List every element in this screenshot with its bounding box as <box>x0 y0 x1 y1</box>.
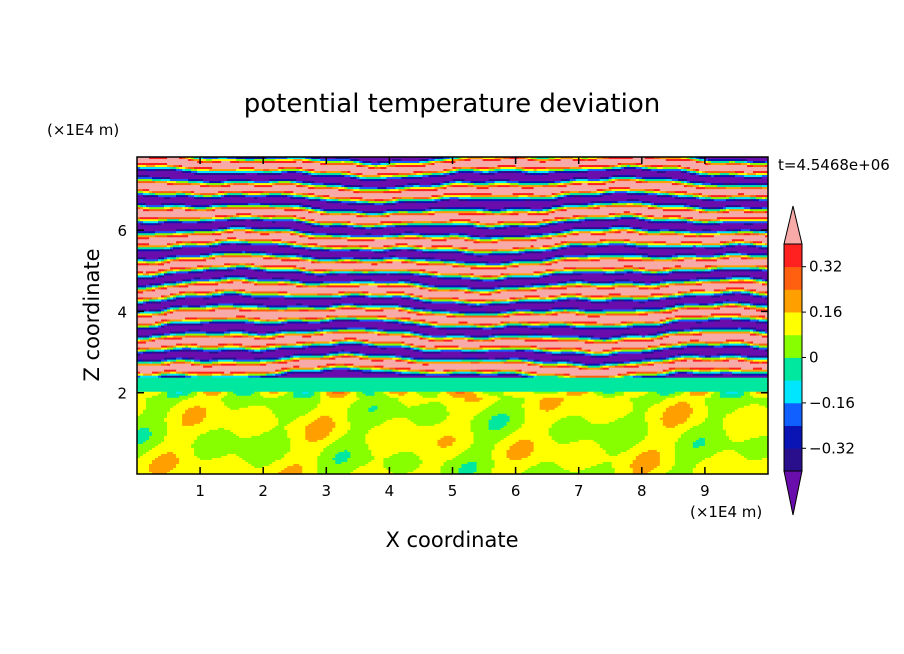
contour-field <box>137 157 768 474</box>
chart-title: potential temperature deviation <box>244 89 660 119</box>
colorbar-label: 0.32 <box>809 258 842 276</box>
y-tick-label: 2 <box>117 385 127 403</box>
colorbar-segment <box>784 289 802 313</box>
colorbar-label: 0.16 <box>809 303 842 321</box>
y-unit-label: (×1E4 m) <box>47 121 119 139</box>
colorbar-segment <box>784 334 802 358</box>
x-tick-label: 1 <box>195 482 205 500</box>
colorbar-segment <box>784 380 802 404</box>
x-tick-label: 3 <box>322 482 332 500</box>
x-tick-label: 8 <box>637 482 647 500</box>
colorbar-segment <box>784 244 802 268</box>
x-axis: 1 2 3 4 5 6 7 8 9 <box>195 157 710 500</box>
x-axis-title: X coordinate <box>385 528 518 552</box>
x-tick-label: 6 <box>511 482 521 500</box>
colorbar-segment <box>784 312 802 336</box>
x-tick-label: 2 <box>258 482 268 500</box>
time-label: t=4.5468e+06 <box>778 156 890 174</box>
y-tick-label: 6 <box>117 222 127 240</box>
colorbar-segment <box>784 425 802 449</box>
colorbar-label: −0.32 <box>809 439 855 457</box>
x-tick-label: 4 <box>385 482 395 500</box>
x-tick-label: 5 <box>448 482 458 500</box>
x-unit-label: (×1E4 m) <box>690 503 762 521</box>
y-axis-title: Z coordinate <box>80 248 104 381</box>
colorbar-label: −0.16 <box>809 394 855 412</box>
x-tick-label: 9 <box>700 482 710 500</box>
colorbar-segment <box>784 448 802 472</box>
x-tick-label: 7 <box>574 482 584 500</box>
colorbar-label: 0 <box>809 349 819 367</box>
colorbar-segment <box>784 266 802 290</box>
colorbar-segment <box>784 357 802 381</box>
y-tick-label: 4 <box>117 303 127 321</box>
y-axis: 2 4 6 <box>117 222 768 403</box>
colorbar-extend-max <box>783 205 803 245</box>
colorbar: 0.32 0.16 0 −0.16 −0.32 <box>783 205 855 516</box>
colorbar-segment <box>784 402 802 426</box>
colorbar-extend-min <box>783 470 803 516</box>
